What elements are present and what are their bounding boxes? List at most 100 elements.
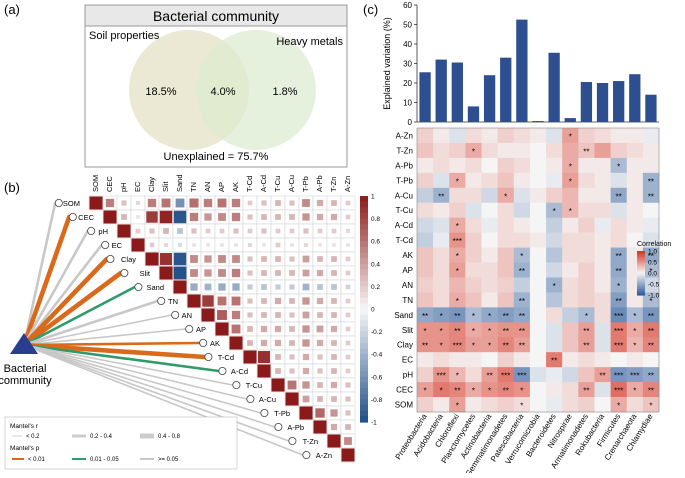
heatmap-significance: * (633, 342, 636, 351)
heatmap-cell (433, 247, 450, 263)
matrix-cell-square (159, 266, 173, 280)
heatmap-cell (529, 367, 547, 383)
heatmap-significance: ** (648, 342, 654, 351)
heatmap-cell (578, 277, 595, 293)
matrix-cell-square (175, 198, 185, 208)
matrix-cell-square (302, 353, 310, 361)
colorbar-tick-label: -0.4 (371, 352, 383, 359)
bar (596, 83, 609, 122)
matrix-cell-square (331, 312, 337, 318)
heatmap-cell (513, 367, 531, 383)
heatmap-cell (417, 367, 434, 383)
matrix-cell-square (344, 437, 352, 445)
matrix-cell-square (232, 255, 240, 263)
heatmap-cell (578, 382, 595, 398)
matrix-cell-square (275, 312, 281, 318)
panel-label-b: (b) (4, 180, 20, 195)
matrix-col-label: AP (217, 182, 226, 192)
legend-r-title: Mantel's r (10, 423, 39, 430)
matrix-node-circle (157, 296, 166, 305)
heatmap-cell (642, 397, 660, 413)
heatmap-row-label: T-Zn (397, 146, 413, 155)
colorbar-segment (360, 337, 368, 344)
heatmap-cell (610, 262, 628, 278)
matrix-cell-square (258, 351, 270, 363)
matrix-cell-square (205, 228, 211, 234)
heatmap-cell (433, 322, 450, 338)
panel-label-c: (c) (363, 2, 378, 17)
matrix-node-circle (232, 380, 241, 389)
heatmap-cell (497, 262, 515, 278)
colorbar-segment (360, 252, 368, 259)
heatmap-cell (546, 172, 563, 189)
matrix-cell-square (261, 270, 267, 276)
matrix-cell-square (173, 280, 187, 294)
heatmap-significance: * (617, 282, 620, 291)
matrix-cell-square (345, 410, 351, 416)
heatmap-cell (481, 157, 498, 174)
heatmap-significance: ** (648, 177, 654, 186)
mantel-link (23, 344, 276, 428)
heatmap-cell (562, 322, 579, 338)
heatmap-cell (594, 382, 611, 398)
heatmap-cell (529, 232, 547, 248)
heatmap-cell (594, 307, 611, 323)
heatmap-cell (497, 307, 515, 323)
heatmap-cell (449, 202, 466, 218)
matrix-cell-square (345, 326, 351, 332)
heatmap-cell (481, 128, 498, 144)
matrix-cell-square (231, 324, 241, 334)
matrix-cell-square (131, 238, 145, 252)
heatmap-cell (417, 337, 434, 353)
heatmap-row-label: AN (402, 281, 413, 290)
heatmap-significance: ** (503, 312, 509, 321)
mantel-links (21, 201, 304, 456)
colorbar-segment (360, 241, 368, 248)
colorbar-segment (360, 376, 368, 384)
heatmap-cell (578, 142, 595, 159)
heatmap-significance: ** (503, 327, 509, 336)
colorbar-segment (360, 201, 368, 208)
heatmap-cell (449, 142, 466, 159)
matrix-cell-square (247, 326, 253, 332)
heatmap-cell (578, 232, 595, 248)
correlation-heatmap: ** *** ** * **** * ** *** ****** * ** *** ** ** ** ** **… (394, 127, 660, 478)
colorbar-segment (360, 309, 368, 316)
matrix-cell-square (204, 269, 212, 277)
legend-segment (637, 258, 645, 261)
heatmap-row-label: SOM (395, 401, 414, 410)
heatmap-cell (578, 202, 595, 218)
matrix-cell-square (274, 339, 282, 347)
heatmap-cell (465, 397, 482, 413)
matrix-col-label: T-Zn (329, 177, 338, 192)
matrix-node-circle (218, 366, 227, 375)
matrix-row-label: EC (112, 241, 123, 250)
heatmap-significance: * (649, 297, 652, 306)
heatmap-cell (610, 172, 628, 189)
heatmap-cell (562, 172, 579, 189)
legend-tick-label: 0.5 (648, 260, 657, 267)
heatmap-significance: *** (453, 342, 462, 351)
matrix-row-label: pH (98, 227, 108, 236)
heatmap-cell (433, 157, 450, 174)
heatmap-cell (562, 367, 579, 383)
heatmap-significance: ** (648, 192, 654, 201)
heatmap-cell (449, 247, 466, 263)
heatmap-cell (546, 382, 563, 398)
matrix-node-circle (101, 240, 110, 249)
heatmap-cell (626, 292, 644, 308)
matrix-cell-square (289, 298, 295, 304)
colorbar-segment (360, 348, 368, 355)
heatmap-cell (513, 277, 531, 293)
matrix-cell-square (316, 269, 324, 277)
heatmap-significance: * (520, 387, 523, 396)
heatmap-cell (465, 382, 482, 398)
heatmap-cell (433, 352, 450, 368)
legend-segment (637, 253, 645, 256)
heatmap-cell (594, 277, 611, 293)
colorbar-segment (360, 354, 368, 361)
legend-segment (637, 251, 645, 254)
heatmap-cell (594, 217, 611, 233)
heatmap-cell (562, 352, 579, 368)
